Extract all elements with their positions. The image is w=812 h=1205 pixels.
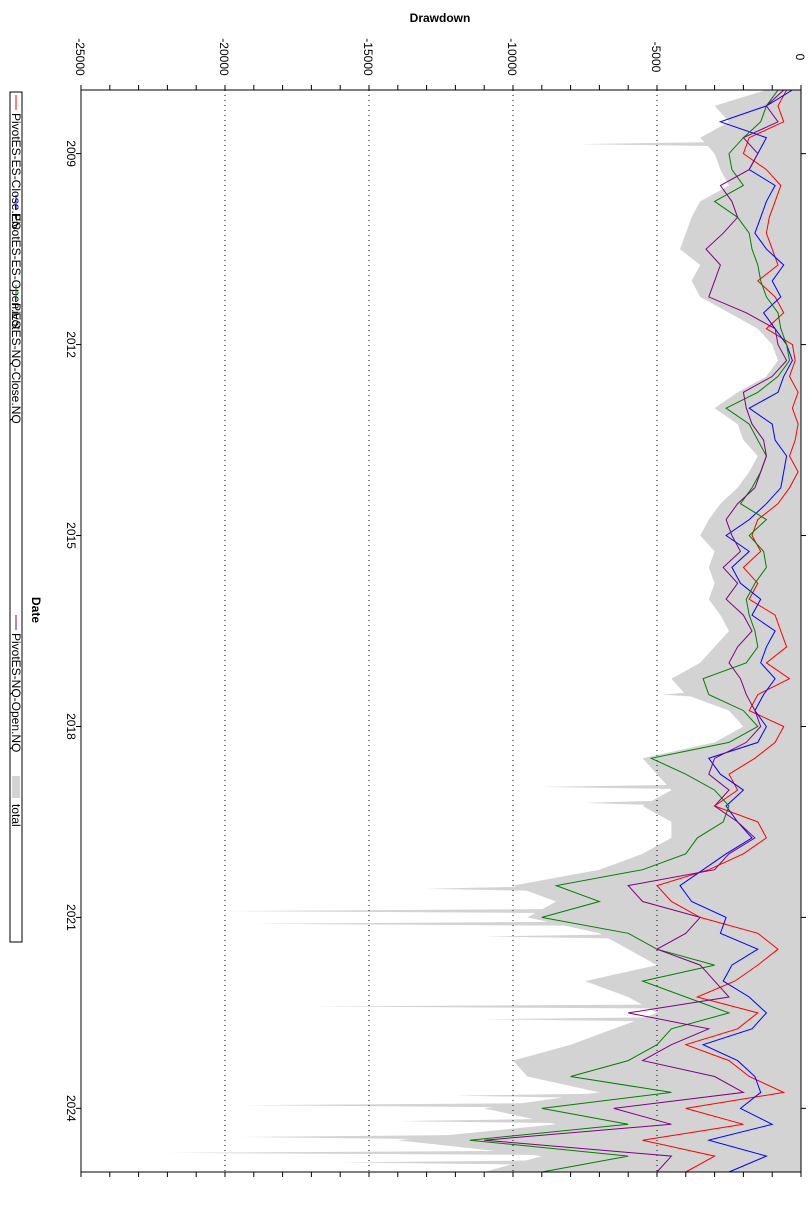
- date-tick-label: 2021: [64, 904, 78, 931]
- total-spike: [579, 142, 801, 147]
- value-tick-label: 0: [793, 54, 807, 61]
- series-line-3: [484, 89, 788, 1173]
- total-spike: [253, 921, 802, 926]
- value-tick-label: -15000: [361, 38, 375, 76]
- date-tick-label: 2009: [64, 140, 78, 167]
- value-tick-label: -5000: [649, 42, 663, 73]
- total-spike: [455, 1093, 801, 1098]
- legend-label-nq-open: PivotES-NQ-Open.NQ: [9, 633, 23, 752]
- total-spike: [484, 1017, 801, 1022]
- series-line-1: [679, 89, 793, 1173]
- legend-label-nq-close: PivotES-NQ-Close.NQ: [9, 303, 23, 424]
- total-spike: [541, 785, 801, 789]
- total-spike: [397, 1119, 801, 1123]
- axes: -25000 -20000 -15000 -10000 -5000 0 2009 2012 20…: [64, 38, 807, 1177]
- date-tick-label: 2012: [64, 331, 78, 358]
- date-tick-label: 2015: [64, 522, 78, 549]
- total-area: [397, 90, 801, 1172]
- date-tick-label: 2018: [64, 713, 78, 740]
- legend-box: [9, 91, 23, 943]
- series-line-2: [469, 89, 791, 1173]
- value-tick-label: -20000: [217, 38, 231, 76]
- chart-title: Drawdown: [410, 11, 471, 25]
- plot-frame: [80, 89, 802, 1173]
- legend-label-total: total: [9, 804, 23, 827]
- date-tick-label: 2024: [64, 1095, 78, 1122]
- total-spike: [662, 692, 801, 697]
- value-tick-label: -25000: [73, 38, 87, 76]
- legend: PivotES-ES-Close.ES PivotES-ES-Open.ES P…: [9, 91, 23, 943]
- value-tick-label: -10000: [505, 38, 519, 76]
- legend-label-es-open: PivotES-ES-Open.ES: [9, 213, 23, 328]
- legend-swatch-total: [12, 776, 20, 798]
- series-line-0: [642, 89, 799, 1173]
- total-spike: [585, 800, 801, 805]
- total-spike: [484, 934, 801, 939]
- legend-label-es-close: PivotES-ES-Close.ES: [9, 113, 23, 230]
- total-spike: [426, 886, 801, 891]
- total-spike: [239, 1103, 801, 1108]
- total-spike: [340, 1160, 801, 1165]
- x-axis-label: Date: [29, 597, 43, 623]
- plot-area: [167, 89, 802, 1173]
- total-spike: [311, 1004, 801, 1009]
